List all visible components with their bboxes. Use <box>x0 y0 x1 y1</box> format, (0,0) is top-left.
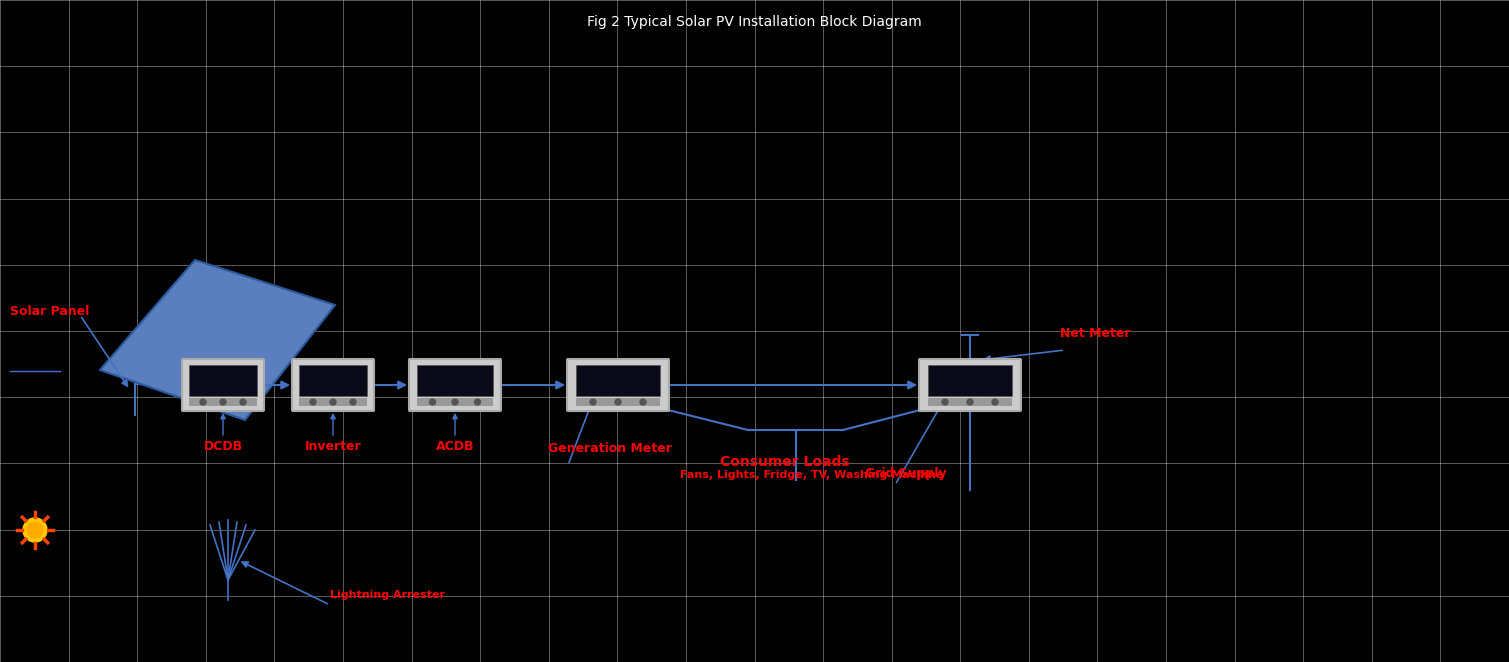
Text: Fig 2 Typical Solar PV Installation Block Diagram: Fig 2 Typical Solar PV Installation Bloc… <box>587 15 922 29</box>
FancyBboxPatch shape <box>928 398 1013 406</box>
Text: DCDB: DCDB <box>204 440 243 453</box>
FancyBboxPatch shape <box>567 359 668 411</box>
FancyBboxPatch shape <box>183 359 264 411</box>
Circle shape <box>330 399 337 405</box>
Circle shape <box>27 522 42 538</box>
Text: Lightning Arrester: Lightning Arrester <box>330 590 445 600</box>
FancyBboxPatch shape <box>928 365 1013 396</box>
Circle shape <box>616 399 622 405</box>
Circle shape <box>201 399 207 405</box>
Circle shape <box>590 399 596 405</box>
Circle shape <box>220 399 226 405</box>
FancyBboxPatch shape <box>293 359 374 411</box>
Circle shape <box>350 399 356 405</box>
Text: ACDB: ACDB <box>436 440 474 453</box>
FancyBboxPatch shape <box>190 398 257 406</box>
Text: Solar Panel: Solar Panel <box>11 305 89 318</box>
Circle shape <box>942 399 948 405</box>
Circle shape <box>309 399 315 405</box>
FancyBboxPatch shape <box>299 398 367 406</box>
FancyBboxPatch shape <box>190 365 257 396</box>
Text: Net Meter: Net Meter <box>1059 327 1130 340</box>
Circle shape <box>640 399 646 405</box>
Text: Grid Supply: Grid Supply <box>865 467 946 480</box>
FancyBboxPatch shape <box>416 398 493 406</box>
Text: Inverter: Inverter <box>305 440 361 453</box>
Circle shape <box>240 399 246 405</box>
FancyBboxPatch shape <box>576 398 659 406</box>
Text: Consumer Loads: Consumer Loads <box>720 455 850 469</box>
FancyBboxPatch shape <box>416 365 493 396</box>
Text: Generation Meter: Generation Meter <box>548 442 672 455</box>
FancyBboxPatch shape <box>409 359 501 411</box>
FancyBboxPatch shape <box>576 365 659 396</box>
Circle shape <box>453 399 459 405</box>
Polygon shape <box>100 260 335 420</box>
Circle shape <box>430 399 436 405</box>
Text: Fans, Lights, Fridge, TV, Washing Machine: Fans, Lights, Fridge, TV, Washing Machin… <box>681 470 943 480</box>
FancyBboxPatch shape <box>919 359 1022 411</box>
Circle shape <box>991 399 997 405</box>
Circle shape <box>474 399 480 405</box>
Circle shape <box>967 399 973 405</box>
Circle shape <box>23 518 47 542</box>
FancyBboxPatch shape <box>299 365 367 396</box>
